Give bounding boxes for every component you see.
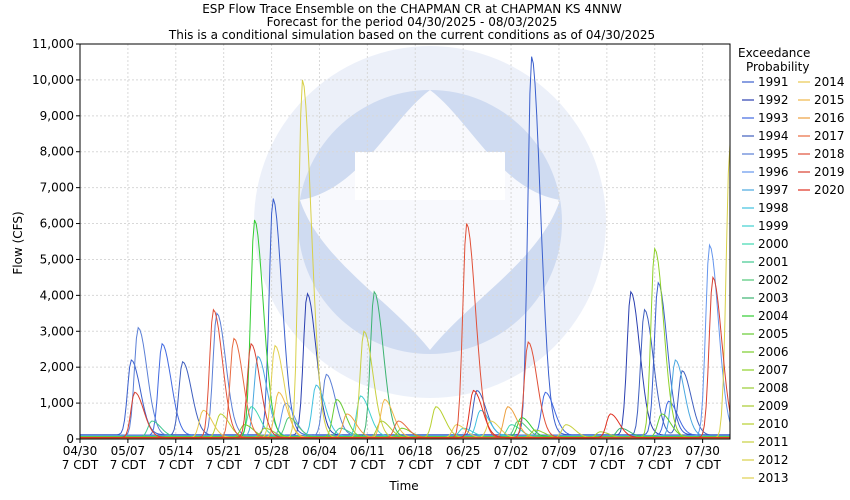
y-tick-label: 5,000 <box>40 252 74 266</box>
plot-area <box>79 43 731 440</box>
legend-title-line2: Probability <box>746 60 809 74</box>
x-tick-time: 7 CDT <box>684 458 721 472</box>
y-tick-label: 1,000 <box>40 396 74 410</box>
legend-label-2016: 2016 <box>814 111 845 125</box>
legend-label-2009: 2009 <box>758 399 789 413</box>
legend-label-2013: 2013 <box>758 471 789 485</box>
y-tick-label: 7,000 <box>40 181 74 195</box>
x-tick-time: 7 CDT <box>158 458 195 472</box>
grid <box>80 43 730 439</box>
y-tick-label: 2,000 <box>40 360 74 374</box>
legend-label-2000: 2000 <box>758 237 789 251</box>
y-tick-label: 3,000 <box>40 324 74 338</box>
y-tick-label: 9,000 <box>40 109 74 123</box>
x-tick-time: 7 CDT <box>445 458 482 472</box>
legend-label-2004: 2004 <box>758 309 789 323</box>
x-tick-date: 05/14 <box>158 444 193 458</box>
legend-label-2001: 2001 <box>758 255 789 269</box>
legend-label-1991: 1991 <box>758 75 789 89</box>
x-tick-time: 7 CDT <box>589 458 626 472</box>
legend-label-2012: 2012 <box>758 453 789 467</box>
x-tick-date: 07/30 <box>685 444 720 458</box>
x-tick-time: 7 CDT <box>301 458 338 472</box>
x-tick-date: 04/30 <box>63 444 98 458</box>
y-tick-label: 6,000 <box>40 217 74 231</box>
x-axis-label: Time <box>388 479 418 493</box>
legend-label-2008: 2008 <box>758 381 789 395</box>
series-line-2020 <box>80 389 730 439</box>
legend-title-line1: Exceedance <box>738 46 810 60</box>
legend-label-1993: 1993 <box>758 111 789 125</box>
x-tick-date: 06/18 <box>398 444 433 458</box>
x-tick-date: 05/28 <box>254 444 289 458</box>
legend-label-2011: 2011 <box>758 435 789 449</box>
legend-label-2010: 2010 <box>758 417 789 431</box>
y-tick-label: 4,000 <box>40 288 74 302</box>
x-tick-time: 7 CDT <box>397 458 434 472</box>
y-tick-label: 8,000 <box>40 145 74 159</box>
x-tick-date: 07/16 <box>590 444 625 458</box>
legend-label-2003: 2003 <box>758 291 789 305</box>
series-layer <box>80 56 731 439</box>
legend-label-1995: 1995 <box>758 147 789 161</box>
chart-subtitle: Forecast for the period 04/30/2025 - 08/… <box>267 15 558 29</box>
x-tick-date: 05/07 <box>111 444 146 458</box>
legend-label-2017: 2017 <box>814 129 845 143</box>
noaa-watermark-logo <box>254 46 606 398</box>
legend-label-1992: 1992 <box>758 93 789 107</box>
y-tick-label: 10,000 <box>32 73 74 87</box>
y-axis: 0 1,000 2,000 3,000 4,000 5,000 6,000 7,000 8,00… <box>32 37 80 446</box>
x-tick-time: 7 CDT <box>637 458 674 472</box>
x-tick-date: 06/11 <box>350 444 385 458</box>
y-tick-label: 0 <box>66 432 74 446</box>
x-tick-time: 7 CDT <box>205 458 242 472</box>
legend: Exceedance Probability 19911992199319941… <box>738 46 845 485</box>
x-tick-time: 7 CDT <box>541 458 578 472</box>
chart-caption: This is a conditional simulation based o… <box>168 28 655 42</box>
x-tick-time: 7 CDT <box>110 458 147 472</box>
x-tick-date: 05/21 <box>206 444 241 458</box>
legend-label-2005: 2005 <box>758 327 789 341</box>
legend-label-2006: 2006 <box>758 345 789 359</box>
x-tick-date: 06/04 <box>302 444 337 458</box>
legend-label-1998: 1998 <box>758 201 789 215</box>
chart-title: ESP Flow Trace Ensemble on the CHAPMAN C… <box>202 2 622 16</box>
x-tick-time: 7 CDT <box>349 458 386 472</box>
y-tick-label: 11,000 <box>32 37 74 51</box>
x-tick-time: 7 CDT <box>493 458 530 472</box>
x-tick-date: 06/25 <box>446 444 481 458</box>
legend-label-2020: 2020 <box>814 183 845 197</box>
legend-label-2015: 2015 <box>814 93 845 107</box>
legend-label-2018: 2018 <box>814 147 845 161</box>
legend-label-1996: 1996 <box>758 165 789 179</box>
plot-frame <box>79 43 731 440</box>
x-tick-date: 07/09 <box>542 444 577 458</box>
x-tick-time: 7 CDT <box>62 458 99 472</box>
x-tick-date: 07/23 <box>637 444 672 458</box>
y-axis-label: Flow (CFS) <box>11 211 25 274</box>
legend-items: 1991 1992 1993 1994 1995 1996 1997 1998 1999 2000… <box>742 75 845 485</box>
legend-label-1994: 1994 <box>758 129 789 143</box>
x-tick-time: 7 CDT <box>253 458 290 472</box>
legend-label-1997: 1997 <box>758 183 789 197</box>
legend-label-2019: 2019 <box>814 165 845 179</box>
x-tick-date: 07/02 <box>494 444 529 458</box>
legend-label-2007: 2007 <box>758 363 789 377</box>
legend-label-2002: 2002 <box>758 273 789 287</box>
legend-label-2014: 2014 <box>814 75 845 89</box>
legend-label-1999: 1999 <box>758 219 789 233</box>
